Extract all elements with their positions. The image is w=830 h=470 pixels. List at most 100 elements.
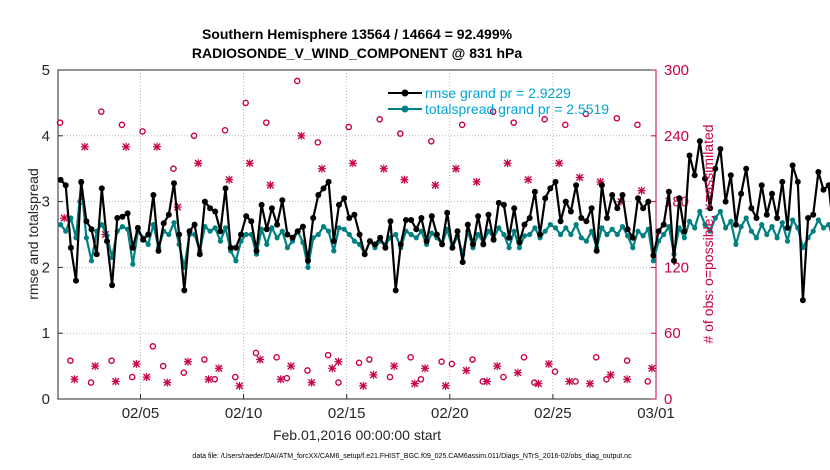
totalspread-point xyxy=(331,248,337,254)
rmse-point xyxy=(712,165,719,172)
rmse-point xyxy=(779,178,786,185)
rmse-point xyxy=(408,217,415,223)
legend-rmse-label: rmse grand pr = 2.9229 xyxy=(425,85,571,101)
axis-ticks: 02/05 02/10 02/15 02/20 02/25 03/010123450601… xyxy=(42,62,689,422)
rmse-point xyxy=(671,257,677,264)
obs-assimilated-marker xyxy=(204,375,213,384)
obs-possible-marker xyxy=(376,116,383,123)
rmse-point xyxy=(464,221,471,228)
rmse-point xyxy=(655,228,662,235)
rmse-point xyxy=(629,234,636,241)
obs-assimilated-marker xyxy=(334,357,343,366)
totalspread-point xyxy=(83,235,89,241)
rmse-point xyxy=(588,205,595,212)
totalspread-point xyxy=(341,226,347,232)
rmse-point xyxy=(578,215,585,221)
y-tick-label: 2 xyxy=(42,259,50,276)
rmse-point xyxy=(650,252,657,259)
rmse-point xyxy=(346,215,353,221)
obs-possible-marker xyxy=(458,121,466,129)
totalspread-point xyxy=(63,228,69,234)
legend-totalspread-marker xyxy=(401,105,409,113)
rmse-point xyxy=(738,190,745,197)
rmse-point xyxy=(526,215,533,221)
totalspread-point xyxy=(532,225,538,231)
y-right-tick-label: 300 xyxy=(664,62,689,79)
totalspread-point xyxy=(583,238,590,244)
obs-assimilated-marker xyxy=(307,378,316,387)
rmse-point xyxy=(500,201,507,208)
rmse-point xyxy=(67,244,74,251)
rmse-point xyxy=(62,182,69,189)
obs-assimilated-marker xyxy=(359,381,368,390)
rmse-point xyxy=(238,231,244,238)
rmse-point xyxy=(212,208,219,215)
rmse-point xyxy=(93,251,100,258)
totalspread-point xyxy=(326,228,332,234)
obs-possible-marker xyxy=(335,379,342,386)
rmse-point xyxy=(310,215,317,221)
totalspread-point xyxy=(563,225,569,231)
obs-assimilated-marker xyxy=(183,357,192,366)
obs-assimilated-marker xyxy=(647,364,656,373)
rmse-point xyxy=(160,220,167,227)
rmse-point xyxy=(201,198,208,205)
rmse-point xyxy=(366,238,373,245)
rmse-point xyxy=(124,210,131,217)
x-tick-label: 02/15 xyxy=(328,405,366,422)
rmse-point xyxy=(165,211,172,218)
totalspread-point xyxy=(702,222,708,228)
y-axis-label: rmse and totalspread xyxy=(25,168,41,300)
rmse-point xyxy=(428,213,435,220)
totalspread-point xyxy=(485,228,492,234)
rmse-point xyxy=(665,188,672,195)
x-tick-label: 02/05 xyxy=(122,405,160,422)
totalspread-point xyxy=(511,228,517,234)
totalspread-point xyxy=(233,258,239,264)
totalspread-point xyxy=(130,261,136,267)
obs-possible-marker xyxy=(345,123,353,131)
y-right-tick-label: 60 xyxy=(664,325,681,342)
rmse-point xyxy=(454,228,461,235)
totalspread-point xyxy=(568,231,574,238)
obs-possible-marker xyxy=(500,373,507,381)
rmse-point xyxy=(593,247,600,254)
obs-assimilated-marker xyxy=(513,368,522,377)
obs-possible-marker xyxy=(242,99,249,107)
totalspread-point xyxy=(614,231,620,238)
totalspread-point xyxy=(269,225,275,231)
rmse-point xyxy=(459,259,466,266)
totalspread-point xyxy=(769,224,775,230)
obs-possible-marker xyxy=(56,119,64,126)
obs-assimilated-marker xyxy=(214,364,223,373)
obs-assimilated-marker xyxy=(60,214,69,223)
totalspread-point xyxy=(784,238,791,244)
totalspread-point xyxy=(635,228,641,234)
obs-assimilated-marker xyxy=(575,173,584,182)
obs-possible-marker xyxy=(283,374,291,382)
totalspread-point xyxy=(619,224,626,230)
rmse-point xyxy=(485,211,492,218)
rmse-point xyxy=(336,201,342,208)
obs-possible-marker xyxy=(397,130,404,137)
obs-count-markers xyxy=(56,77,656,390)
rmse-point xyxy=(382,244,389,251)
rmse-point xyxy=(289,234,296,241)
rmse-point xyxy=(531,188,538,195)
rmse-point xyxy=(645,198,652,205)
rmse-point xyxy=(114,215,121,221)
rmse-point xyxy=(145,231,152,238)
rmse-point xyxy=(815,169,822,175)
rmse-point xyxy=(263,226,270,233)
rmse-point xyxy=(279,197,286,204)
obs-possible-marker xyxy=(87,379,95,386)
obs-assimilated-marker xyxy=(503,159,512,168)
obs-possible-marker xyxy=(520,354,528,361)
rmse-point xyxy=(78,178,85,185)
rmse-point xyxy=(702,175,708,182)
rmse-point xyxy=(624,226,631,233)
obs-possible-marker xyxy=(221,127,229,134)
obs-possible-marker xyxy=(190,132,198,140)
y-tick-label: 1 xyxy=(42,325,50,342)
totalspread-point xyxy=(753,235,760,241)
